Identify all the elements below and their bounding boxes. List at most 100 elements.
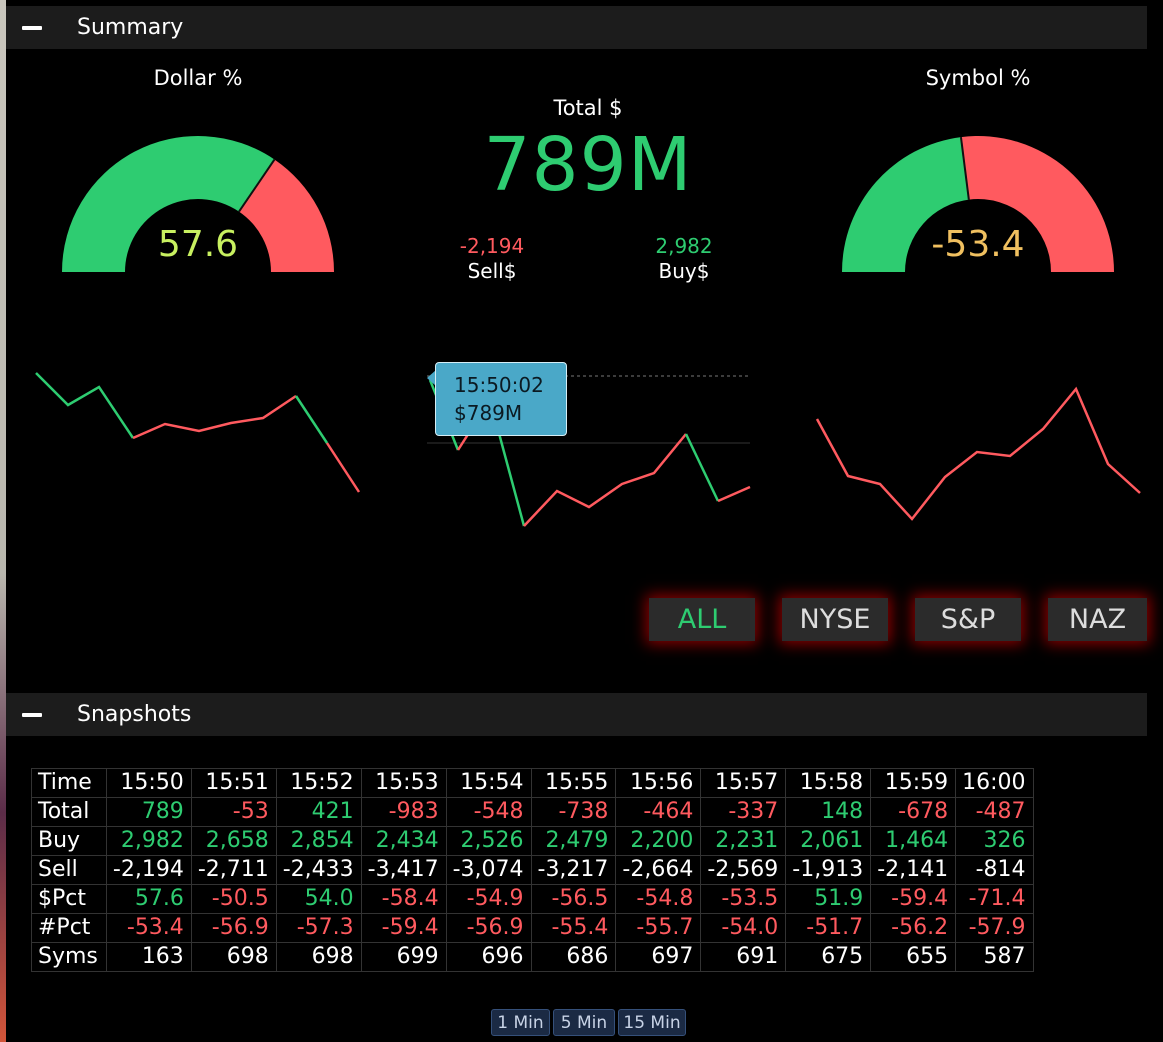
table-cell: -57.9 <box>955 913 1034 943</box>
column-header-label: Time <box>31 768 107 798</box>
table-cell: 655 <box>870 942 957 972</box>
sparkline-segment <box>684 433 720 502</box>
table-cell: -54.9 <box>445 884 532 914</box>
table-cell: 2,982 <box>105 826 192 856</box>
row-label: $Pct <box>31 884 107 914</box>
column-header-time: 15:52 <box>275 768 362 798</box>
table-cell: 698 <box>275 942 362 972</box>
table-cell: -2,569 <box>700 855 787 885</box>
table-cell: -59.4 <box>870 884 957 914</box>
table-cell: -53.5 <box>700 884 787 914</box>
table-cell: 2,526 <box>445 826 532 856</box>
table-cell: -51.7 <box>785 913 872 943</box>
interval-5min-button[interactable]: 5 Min <box>553 1009 615 1036</box>
table-cell: -57.3 <box>275 913 362 943</box>
table-cell: 698 <box>190 942 277 972</box>
table-cell: 2,200 <box>615 826 702 856</box>
symbol-pct-title: Symbol % <box>925 66 1031 90</box>
sparkline-segment <box>132 394 297 440</box>
exchange-button-sp[interactable]: S&P <box>915 598 1021 641</box>
summary-title: Summary <box>77 15 184 40</box>
column-header-time: 15:56 <box>615 768 702 798</box>
chart-tooltip: 15:50:02 $789M <box>435 362 567 436</box>
interval-15min-button[interactable]: 15 Min <box>618 1009 686 1036</box>
table-cell: -2,664 <box>615 855 702 885</box>
desktop-background-edge <box>0 0 6 1042</box>
table-cell: -738 <box>530 797 617 827</box>
table-cell: -3,074 <box>445 855 532 885</box>
table-cell: -2,141 <box>870 855 957 885</box>
table-cell: -3,217 <box>530 855 617 885</box>
column-header-time: 15:58 <box>785 768 872 798</box>
collapse-icon[interactable] <box>22 712 42 717</box>
row-label: Total <box>31 797 107 827</box>
dollar-pct-gauge <box>62 136 334 272</box>
dollar-pct-title: Dollar % <box>153 66 243 90</box>
sparkline-segment <box>35 372 135 439</box>
table-cell: 57.6 <box>105 884 192 914</box>
summary-panel-header[interactable]: Summary <box>6 6 1147 49</box>
table-cell: -56.9 <box>445 913 532 943</box>
table-cell: -54.8 <box>615 884 702 914</box>
dollar-pct-value: 57.6 <box>157 224 239 265</box>
table-cell: 697 <box>615 942 702 972</box>
table-cell: 686 <box>530 942 617 972</box>
column-header-time: 15:54 <box>445 768 532 798</box>
table-cell: 148 <box>785 797 872 827</box>
table-cell: 789 <box>105 797 192 827</box>
column-header-time: 15:51 <box>190 768 277 798</box>
sparkline-segment <box>815 386 1141 521</box>
table-cell: -1,913 <box>785 855 872 885</box>
table-cell: 2,479 <box>530 826 617 856</box>
row-label: Syms <box>31 942 107 972</box>
sparkline-area <box>35 372 1141 527</box>
symbol-pct-gauge <box>842 136 1114 272</box>
column-header-time: 15:55 <box>530 768 617 798</box>
table-cell: 675 <box>785 942 872 972</box>
snapshots-table: Time 15:50 15:51 15:52 15:53 15:54 15:55 15:56 1… <box>31 768 1034 972</box>
table-cell: 2,854 <box>275 826 362 856</box>
exchange-button-nyse[interactable]: NYSE <box>782 598 888 641</box>
table-cell: -56.2 <box>870 913 957 943</box>
table-cell: -56.5 <box>530 884 617 914</box>
symbol-pct-green-arc <box>842 137 969 272</box>
table-row: #Pct -53.4 -56.9 -57.3 -59.4 -56.9 -55.4 -55.7-… <box>31 913 1034 943</box>
table-cell: -2,711 <box>190 855 277 885</box>
dollar-pct-sparkline <box>35 372 361 493</box>
table-cell: 2,658 <box>190 826 277 856</box>
table-cell: -2,433 <box>275 855 362 885</box>
row-label: Sell <box>31 855 107 885</box>
tooltip-arrow <box>427 370 436 386</box>
table-cell: 696 <box>445 942 532 972</box>
sell-label: Sell$ <box>467 259 517 283</box>
dollar-pct-needle <box>238 158 276 213</box>
exchange-button-naz[interactable]: NAZ <box>1048 598 1147 641</box>
table-cell: -464 <box>615 797 702 827</box>
tooltip-time: 15:50:02 <box>454 373 544 397</box>
column-header-time: 15:59 <box>870 768 957 798</box>
table-cell: 54.0 <box>275 884 362 914</box>
snapshots-panel-header[interactable]: Snapshots <box>6 693 1147 736</box>
column-header-time: 15:57 <box>700 768 787 798</box>
table-cell: 2,231 <box>700 826 787 856</box>
collapse-icon[interactable] <box>22 25 42 30</box>
column-header-time: 15:53 <box>360 768 447 798</box>
table-cell: 163 <box>105 942 192 972</box>
table-cell: -50.5 <box>190 884 277 914</box>
table-header-row: Time 15:50 15:51 15:52 15:53 15:54 15:55 15:56 1… <box>31 768 1034 798</box>
table-cell: 587 <box>955 942 1034 972</box>
table-cell: 699 <box>360 942 447 972</box>
symbol-pct-value: -53.4 <box>931 224 1025 265</box>
interval-1min-button[interactable]: 1 Min <box>491 1009 550 1036</box>
total-value: 789M <box>483 122 693 208</box>
table-row: Buy 2,982 2,658 2,854 2,434 2,526 2,479 2,200 2,… <box>31 826 1034 856</box>
table-row: Sell -2,194 -2,711 -2,433 -3,417 -3,074 -3,217… <box>31 855 1034 885</box>
table-cell: -678 <box>870 797 957 827</box>
row-label: Buy <box>31 826 107 856</box>
table-cell: -3,417 <box>360 855 447 885</box>
column-header-time: 15:50 <box>105 768 192 798</box>
table-cell: -53.4 <box>105 913 192 943</box>
table-cell: 2,434 <box>360 826 447 856</box>
table-cell: 326 <box>955 826 1034 856</box>
exchange-button-all[interactable]: ALL <box>649 598 755 641</box>
